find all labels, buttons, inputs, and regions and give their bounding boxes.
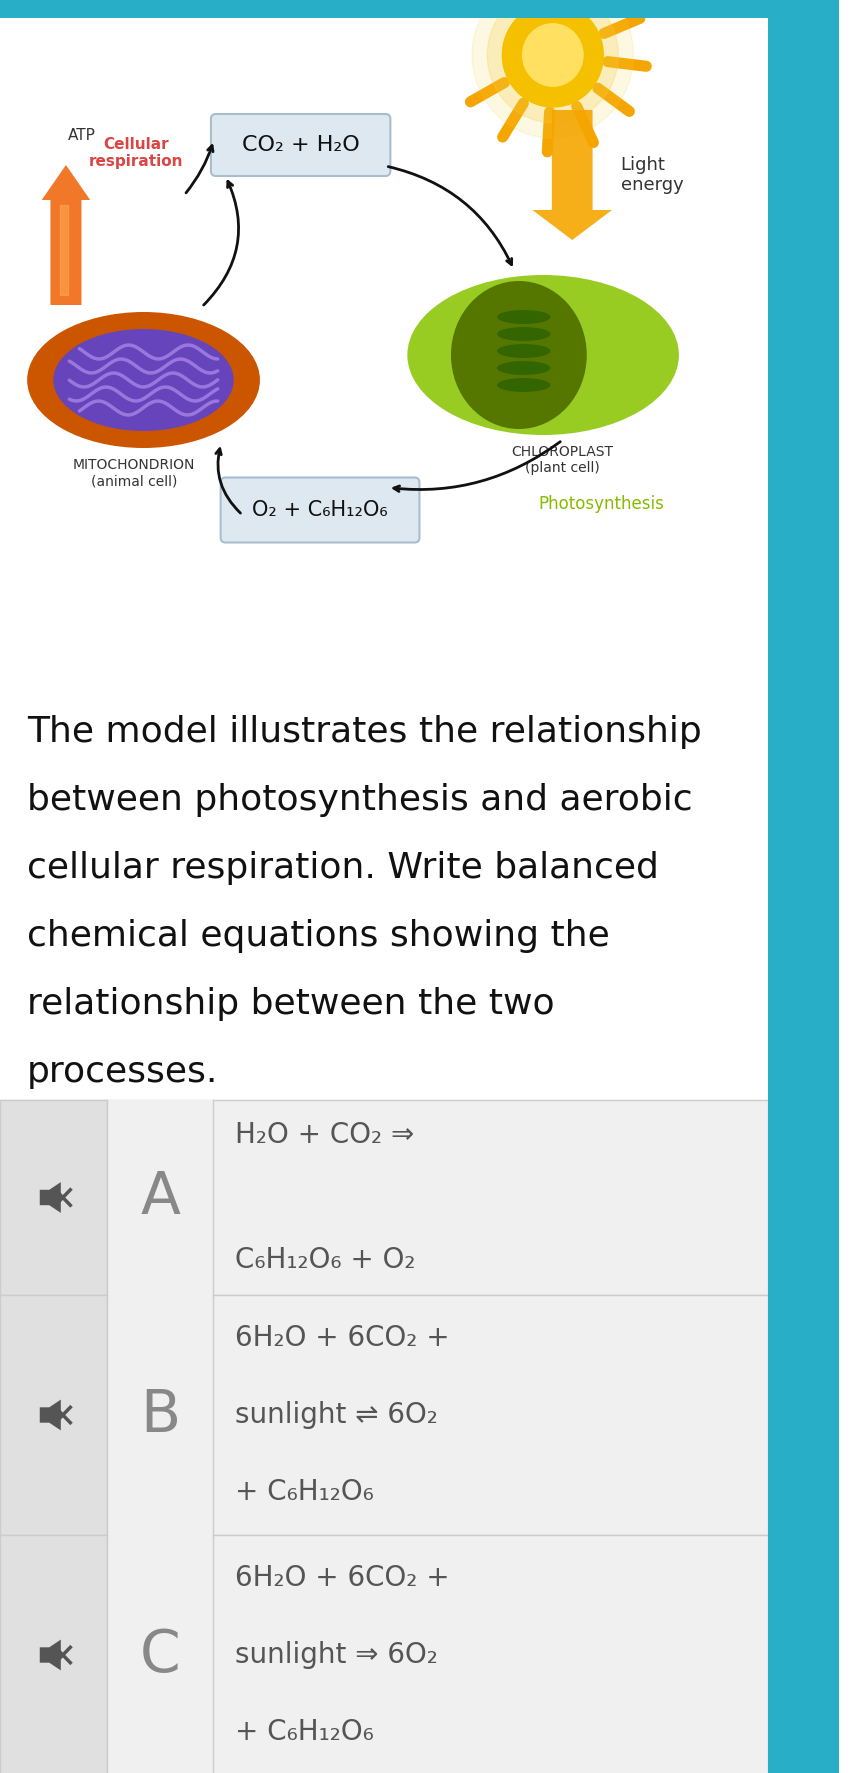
FancyBboxPatch shape	[0, 0, 767, 18]
Ellipse shape	[407, 275, 679, 434]
Text: sunlight ⇒ 6O₂: sunlight ⇒ 6O₂	[234, 1642, 438, 1668]
Text: between photosynthesis and aerobic: between photosynthesis and aerobic	[27, 784, 693, 817]
Text: MITOCHONDRION
(animal cell): MITOCHONDRION (animal cell)	[73, 457, 195, 488]
FancyArrow shape	[42, 165, 90, 305]
Text: H₂O + CO₂ ⇒: H₂O + CO₂ ⇒	[234, 1121, 414, 1149]
Ellipse shape	[497, 378, 550, 392]
Circle shape	[503, 4, 603, 106]
FancyBboxPatch shape	[106, 1294, 214, 1535]
Text: Photosynthesis: Photosynthesis	[538, 495, 664, 512]
FancyBboxPatch shape	[0, 18, 767, 629]
Text: 6H₂O + 6CO₂ +: 6H₂O + 6CO₂ +	[234, 1564, 449, 1592]
Text: Light
energy: Light energy	[621, 156, 683, 195]
Ellipse shape	[497, 310, 550, 324]
Circle shape	[522, 23, 583, 87]
Text: + C₆H₁₂O₆: + C₆H₁₂O₆	[234, 1718, 374, 1746]
FancyBboxPatch shape	[0, 1535, 767, 1773]
Text: ATP: ATP	[67, 128, 96, 142]
Text: A: A	[140, 1168, 180, 1225]
Polygon shape	[533, 110, 612, 239]
Text: The model illustrates the relationship: The model illustrates the relationship	[27, 715, 702, 748]
FancyBboxPatch shape	[0, 1099, 106, 1294]
Text: B: B	[140, 1386, 180, 1443]
FancyBboxPatch shape	[106, 1099, 214, 1294]
Text: 6H₂O + 6CO₂ +: 6H₂O + 6CO₂ +	[234, 1324, 449, 1353]
Ellipse shape	[497, 344, 550, 358]
Text: sunlight ⇌ 6O₂: sunlight ⇌ 6O₂	[234, 1401, 438, 1429]
Text: CHLOROPLAST
(plant cell): CHLOROPLAST (plant cell)	[511, 445, 613, 475]
FancyBboxPatch shape	[0, 1099, 767, 1294]
Text: O₂ + C₆H₁₂O₆: O₂ + C₆H₁₂O₆	[253, 500, 388, 519]
FancyBboxPatch shape	[0, 1294, 767, 1535]
Text: relationship between the two: relationship between the two	[27, 988, 554, 1021]
Text: Cellular
respiration: Cellular respiration	[88, 137, 183, 168]
FancyBboxPatch shape	[106, 1535, 214, 1773]
Text: chemical equations showing the: chemical equations showing the	[27, 918, 610, 954]
Polygon shape	[40, 1640, 61, 1670]
Text: + C₆H₁₂O₆: + C₆H₁₂O₆	[234, 1479, 374, 1505]
FancyBboxPatch shape	[211, 113, 390, 176]
FancyBboxPatch shape	[221, 477, 420, 543]
Polygon shape	[40, 1183, 61, 1213]
Ellipse shape	[497, 362, 550, 376]
Ellipse shape	[54, 330, 234, 431]
Ellipse shape	[451, 280, 586, 429]
FancyBboxPatch shape	[0, 1294, 106, 1535]
Text: C: C	[139, 1626, 181, 1684]
Text: cellular respiration. Write balanced: cellular respiration. Write balanced	[27, 851, 659, 885]
Text: C₆H₁₂O₆ + O₂: C₆H₁₂O₆ + O₂	[234, 1246, 415, 1273]
Text: processes.: processes.	[27, 1055, 219, 1089]
Polygon shape	[40, 1399, 61, 1431]
FancyBboxPatch shape	[767, 0, 839, 1773]
Circle shape	[472, 0, 633, 138]
Text: CO₂ + H₂O: CO₂ + H₂O	[242, 135, 360, 154]
Ellipse shape	[27, 312, 260, 449]
Circle shape	[487, 0, 618, 122]
FancyBboxPatch shape	[0, 1535, 106, 1773]
Ellipse shape	[497, 326, 550, 340]
